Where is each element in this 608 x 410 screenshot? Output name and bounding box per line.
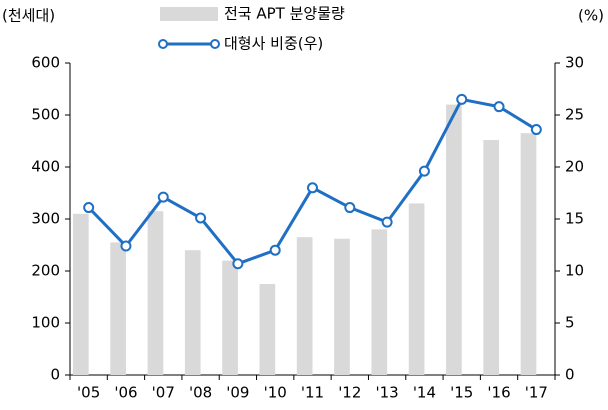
y2-tick-label: 15 (565, 210, 584, 228)
line-marker (269, 244, 281, 256)
line-marker (493, 101, 505, 113)
bar (72, 213, 89, 375)
legend-label: 대형사 비중(우) (224, 35, 323, 53)
line-marker (120, 240, 132, 252)
legend-label: 전국 APT 분양물량 (224, 5, 345, 23)
bar (110, 242, 126, 375)
x-tick-label: '05 (77, 384, 100, 402)
x-tick-label: '06 (114, 384, 137, 402)
bar (483, 139, 500, 375)
y-tick-label: 400 (31, 158, 60, 176)
line-marker (83, 202, 95, 214)
y2-tick-label: 0 (565, 366, 575, 384)
bar (147, 211, 164, 375)
line-marker (195, 212, 207, 224)
x-tick-label: '10 (264, 384, 287, 402)
x-tick-label: '16 (487, 384, 510, 402)
y2-tick-label: 30 (565, 54, 584, 72)
line-marker (456, 93, 468, 105)
x-tick-label: '08 (189, 384, 212, 402)
x-tick-label: '15 (450, 384, 473, 402)
legend-marker (210, 39, 220, 49)
line-marker (344, 202, 356, 214)
x-tick-label: '07 (152, 384, 175, 402)
y-tick-label: 200 (31, 262, 60, 280)
x-tick-label: '13 (376, 384, 399, 402)
y2-unit-label: (%) (578, 7, 604, 25)
y-tick-label: 500 (31, 106, 60, 124)
line-marker (157, 191, 169, 203)
y-tick-label: 600 (31, 54, 60, 72)
bar (334, 238, 350, 375)
y-tick-label: 100 (31, 314, 60, 332)
x-tick-label: '12 (338, 384, 361, 402)
y2-tick-label: 10 (565, 262, 584, 280)
y-tick-label: 0 (50, 366, 60, 384)
y-tick-label: 300 (31, 210, 60, 228)
legend-swatch (160, 7, 218, 21)
y2-tick-label: 25 (565, 106, 584, 124)
line-marker (232, 258, 244, 270)
x-tick-label: '14 (413, 384, 436, 402)
bar (520, 133, 537, 375)
y2-tick-label: 20 (565, 158, 584, 176)
bar (222, 260, 238, 375)
x-tick-label: '11 (301, 384, 324, 402)
bar (184, 250, 201, 375)
line-marker (381, 216, 393, 228)
legend-marker (158, 39, 168, 49)
x-tick-label: '09 (226, 384, 249, 402)
line-marker (530, 124, 542, 136)
y2-tick-label: 5 (565, 314, 575, 332)
bar (371, 229, 388, 375)
bar (259, 284, 276, 375)
x-tick-label: '17 (525, 384, 548, 402)
bar (408, 203, 425, 375)
line-marker (418, 165, 430, 177)
bar (296, 237, 313, 375)
bar (446, 104, 462, 375)
y-unit-label: (천세대) (2, 7, 55, 25)
line-marker (307, 182, 318, 194)
